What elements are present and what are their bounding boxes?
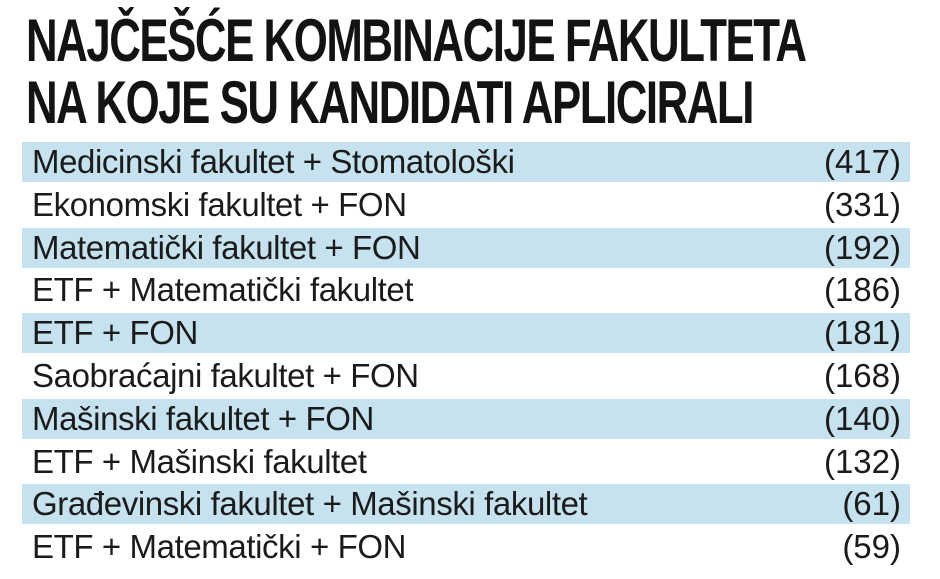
table-row: ETF + Matematički + FON (59) [22,527,910,567]
application-count: (186) [823,271,901,309]
table-row: Ekonomski fakultet + FON (331) [22,185,910,225]
application-count: (140) [823,399,901,437]
application-count: (132) [823,442,901,480]
faculty-combination-label: Ekonomski fakultet + FON [32,185,407,223]
faculty-combination-label: Građevinski fakultet + Mašinski fakultet [32,485,588,523]
application-count: (331) [823,185,901,223]
table-row: Matematički fakultet + FON (192) [22,227,910,268]
faculty-combination-label: ETF + Matematički + FON [32,528,407,566]
application-count: (417) [823,143,901,180]
application-count: (168) [823,356,901,394]
application-count: (59) [842,528,901,566]
page-title-line-1: NAJČEŠĆE KOMBINACIJE FAKULTETA [26,7,807,74]
faculty-combination-label: ETF + FON [32,314,198,352]
faculty-table: Medicinski fakultet + Stomatološki (417) E… [22,142,910,570]
faculty-combination-label: Mašinski fakultet + FON [32,399,374,437]
faculty-combination-label: Medicinski fakultet + Stomatološki [32,143,515,180]
faculty-combination-label: Saobraćajni fakultet + FON [32,356,419,394]
page-title: NAJČEŠĆE KOMBINACIJE FAKULTETA NA KOJE S… [26,7,807,136]
application-count: (61) [842,485,901,523]
faculty-combination-label: ETF + Matematički fakultet [32,271,414,309]
table-row: ETF + Matematički fakultet (186) [22,270,910,310]
table-row: Medicinski fakultet + Stomatološki (417) [22,142,910,182]
table-row: Građevinski fakultet + Mašinski fakultet… [22,484,910,525]
faculty-combination-label: Matematički fakultet + FON [32,228,421,266]
table-row: ETF + FON (181) [22,313,910,354]
table-row: ETF + Mašinski fakultet (132) [22,442,910,482]
faculty-combination-label: ETF + Mašinski fakultet [32,442,367,480]
table-row: Saobraćajni fakultet + FON (168) [22,356,910,396]
application-count: (181) [823,314,901,352]
page-title-line-2: NA KOJE SU KANDIDATI APLICIRALI [26,69,754,136]
table-row: Mašinski fakultet + FON (140) [22,398,910,439]
application-count: (192) [823,228,901,266]
